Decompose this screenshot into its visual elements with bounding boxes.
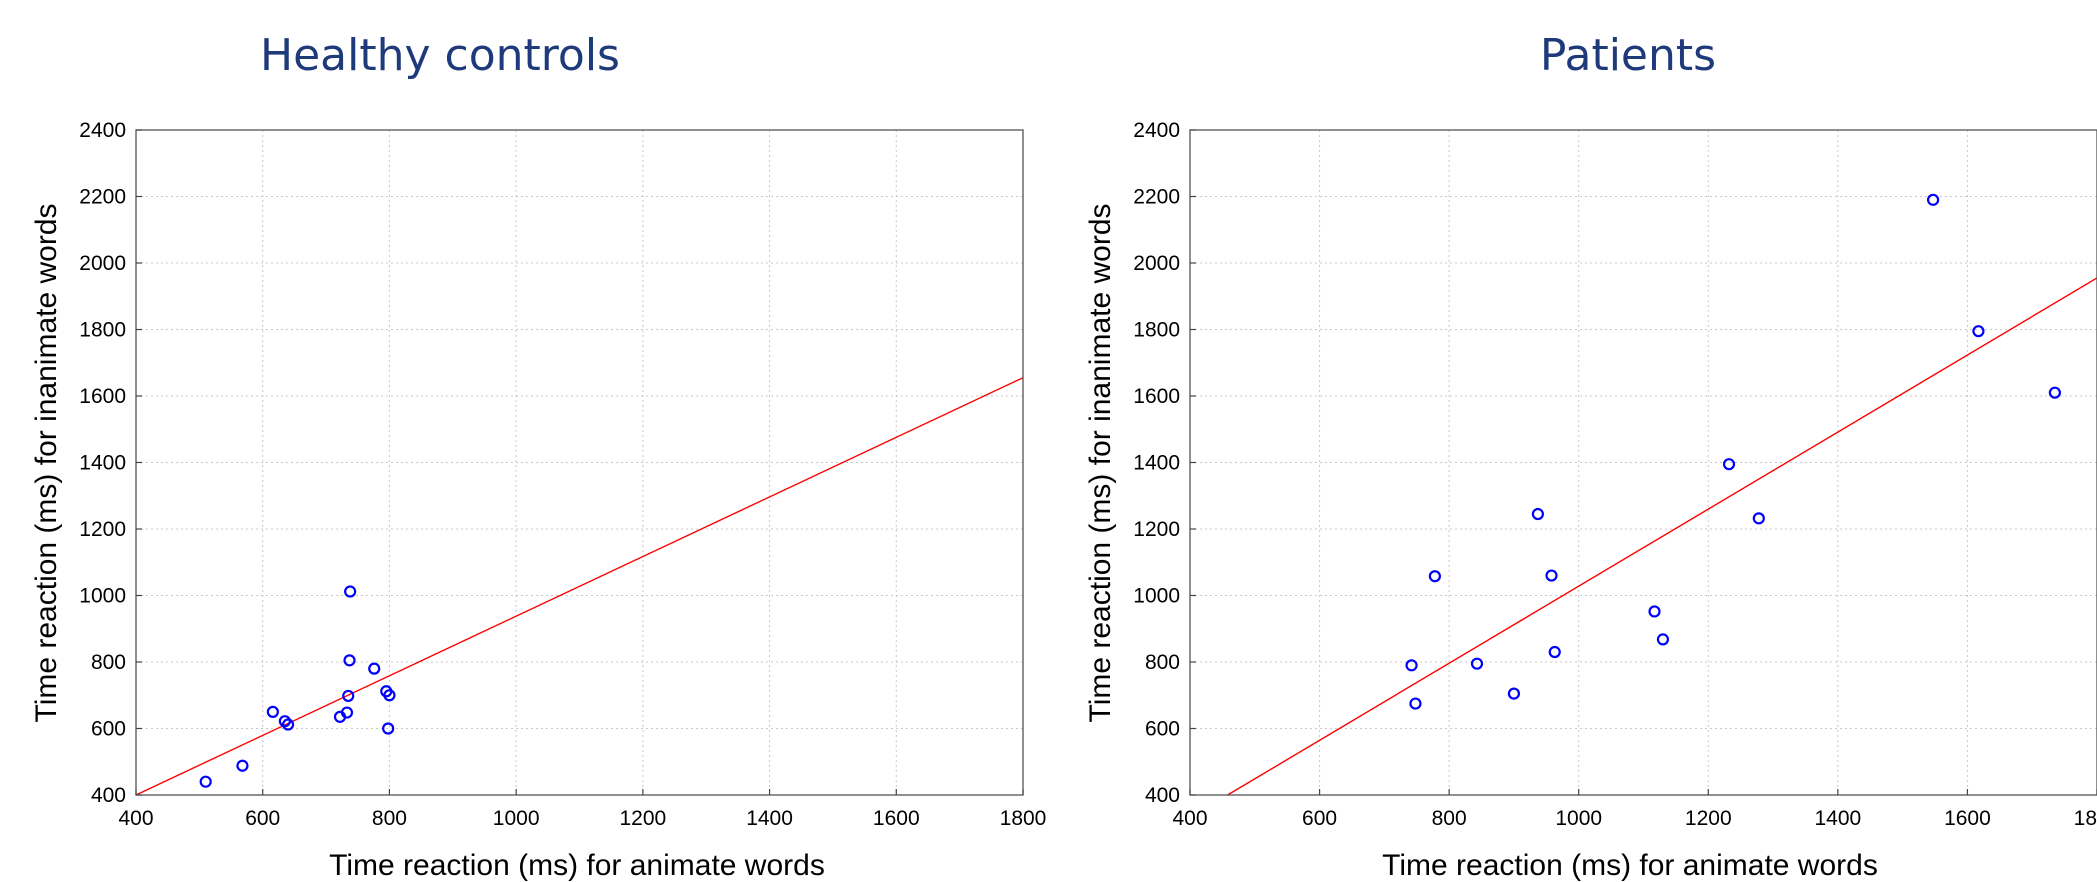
x-tick-label: 1400 <box>1814 807 1861 830</box>
grid <box>136 130 1023 795</box>
axis-ticks: 400 600 800 1000 1200 1400 1600 1800 400 600 800 10… <box>1133 119 2097 830</box>
data-point <box>1752 512 1765 525</box>
y-tick-label: 400 <box>91 784 126 807</box>
axis-ticks: 400 600 800 1000 1200 1400 1600 1800 400 600 800 10… <box>79 119 1046 830</box>
x-tick-label: 600 <box>1302 807 1337 830</box>
y-tick-label: 2400 <box>79 119 126 142</box>
data-point <box>1405 659 1418 672</box>
x-tick-label: 1800 <box>2074 807 2097 830</box>
y-tick-label: 400 <box>1145 784 1180 807</box>
data-point <box>278 715 291 728</box>
data-point <box>382 722 395 735</box>
y-tick-label: 1200 <box>79 518 126 541</box>
grid <box>1190 130 2097 795</box>
data-point <box>1926 193 1940 206</box>
x-tick-label: 1600 <box>873 807 920 830</box>
data-point <box>199 775 212 788</box>
data-point <box>1722 458 1736 471</box>
y-tick-label: 600 <box>1145 718 1180 741</box>
x-tick-label: 1800 <box>1000 807 1047 830</box>
data-point <box>1507 687 1521 700</box>
x-axis-label: Time reaction (ms) for animate words <box>1382 849 1878 882</box>
data-points <box>199 585 396 788</box>
data-point <box>1548 645 1561 659</box>
data-point <box>343 654 356 667</box>
data-point <box>1470 657 1484 670</box>
x-tick-label: 1600 <box>1944 807 1991 830</box>
data-point <box>1409 697 1422 710</box>
x-tick-label: 600 <box>245 807 280 830</box>
data-point <box>1428 570 1441 583</box>
data-point <box>1545 569 1558 582</box>
data-point <box>236 759 249 772</box>
y-axis-label: Time reaction (ms) for inanimate words <box>30 203 63 722</box>
data-point <box>1648 605 1661 618</box>
x-tick-label: 400 <box>1172 807 1207 830</box>
x-tick-label: 1000 <box>1555 807 1602 830</box>
data-point <box>1531 507 1544 521</box>
plot-area-frame <box>135 129 1024 796</box>
chart-healthy-controls: Healthy controls 400 600 800 1000 1200 1400 16… <box>30 30 1046 882</box>
y-tick-label: 2000 <box>1133 252 1180 275</box>
data-point <box>340 706 354 719</box>
data-point <box>281 718 295 731</box>
data-point <box>383 689 396 702</box>
y-tick-label: 1600 <box>1133 385 1180 408</box>
x-tick-label: 1400 <box>746 807 793 830</box>
data-point <box>344 585 357 598</box>
data-point <box>342 689 355 703</box>
data-point <box>2048 386 2061 399</box>
data-point <box>266 705 279 718</box>
y-tick-label: 1800 <box>79 319 126 342</box>
data-point <box>1972 325 1985 338</box>
data-points <box>1405 193 2061 710</box>
regression-line <box>135 377 1024 796</box>
x-tick-label: 800 <box>1432 807 1467 830</box>
y-tick-label: 1400 <box>79 452 126 475</box>
y-tick-label: 1600 <box>79 385 126 408</box>
x-tick-label: 1200 <box>1685 807 1732 830</box>
y-tick-label: 2400 <box>1133 119 1180 142</box>
y-tick-label: 800 <box>91 651 126 674</box>
y-tick-label: 2200 <box>1133 186 1180 209</box>
y-tick-label: 2200 <box>79 186 126 209</box>
data-point <box>1656 633 1670 646</box>
y-tick-label: 2000 <box>79 252 126 275</box>
x-tick-label: 1000 <box>493 807 540 830</box>
y-tick-label: 1000 <box>1133 585 1180 608</box>
y-tick-label: 800 <box>1145 651 1180 674</box>
x-axis-label: Time reaction (ms) for animate words <box>329 849 825 882</box>
x-tick-label: 1200 <box>619 807 666 830</box>
y-tick-label: 1400 <box>1133 452 1180 475</box>
x-tick-label: 800 <box>372 807 407 830</box>
x-tick-label: 400 <box>118 807 153 830</box>
y-axis-label: Time reaction (ms) for inanimate words <box>1084 203 1117 722</box>
chart-title: Healthy controls <box>260 30 620 81</box>
chart-patients: Patients 4006008001000120014001600180040… <box>1084 30 2097 882</box>
y-tick-label: 1000 <box>79 585 126 608</box>
data-point <box>368 662 381 675</box>
y-tick-label: 1800 <box>1133 319 1180 342</box>
y-tick-label: 1200 <box>1133 518 1180 541</box>
regression-line <box>1227 277 2097 796</box>
chart-title: Patients <box>1540 30 1716 81</box>
y-tick-label: 600 <box>91 718 126 741</box>
